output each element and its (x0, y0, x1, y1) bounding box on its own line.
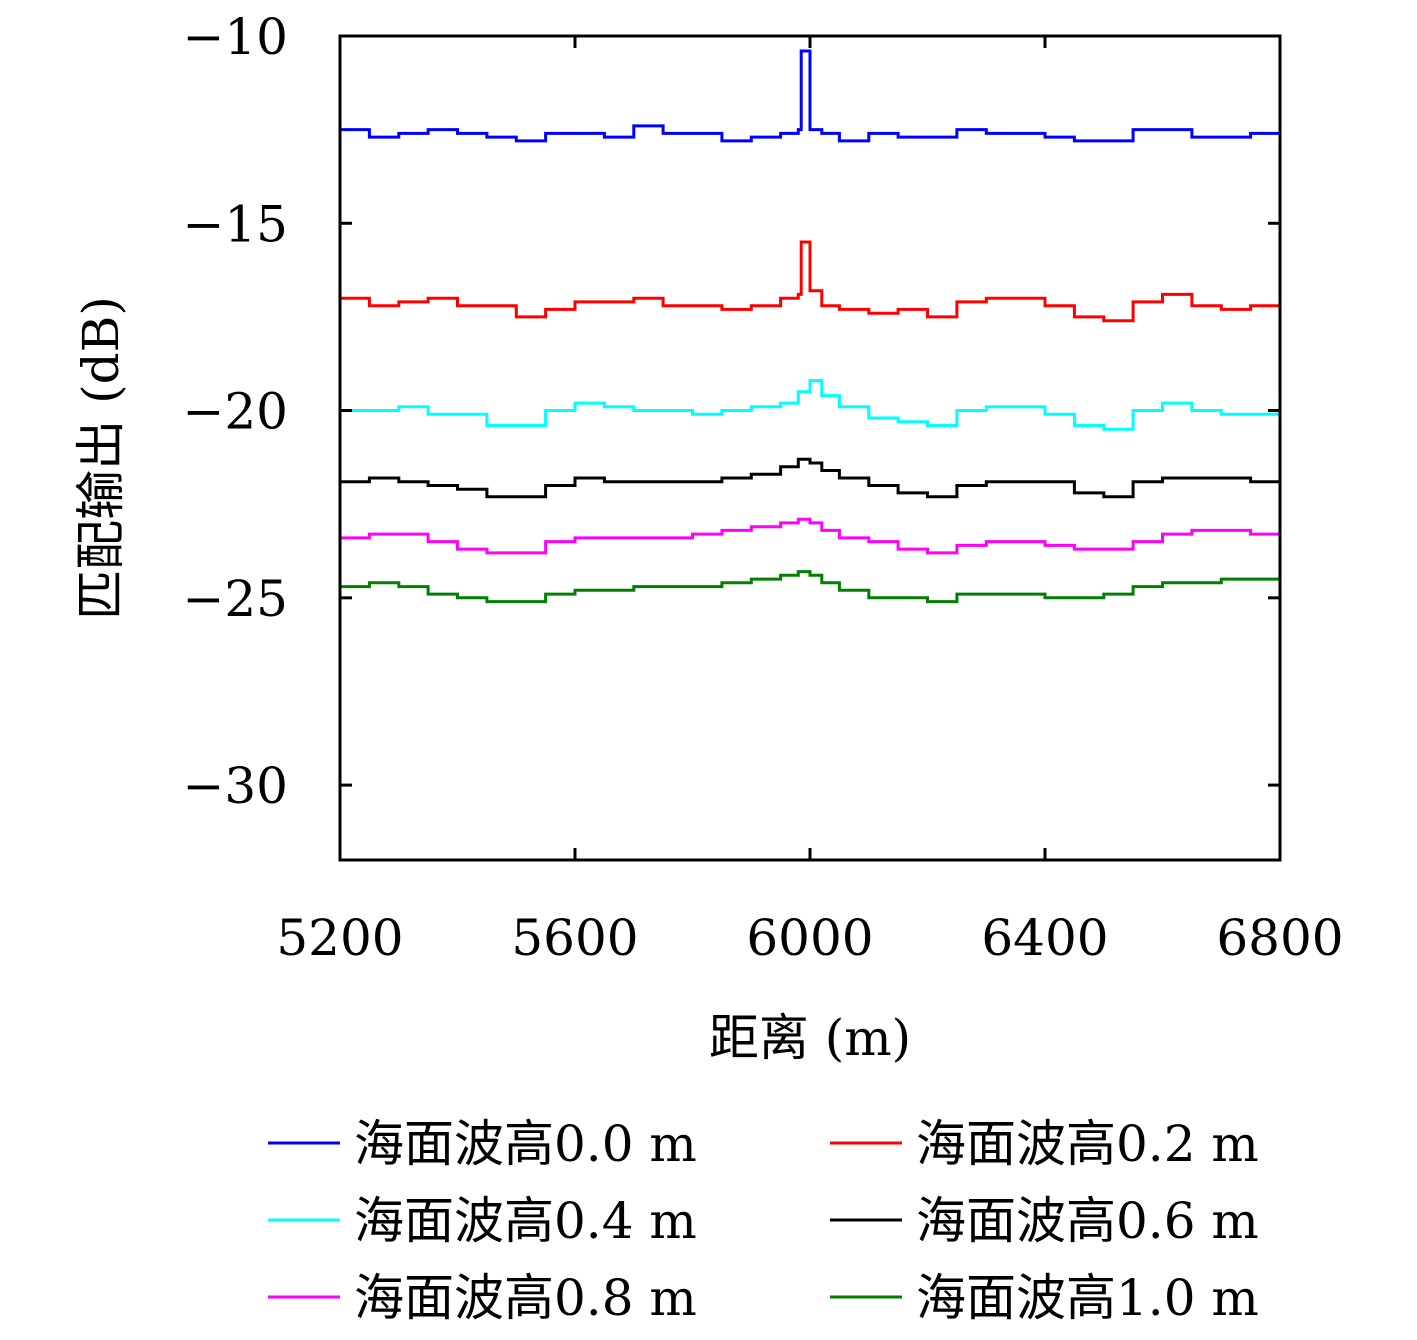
plot-frame (338, 34, 1282, 862)
series-line-5 (340, 570, 1282, 604)
legend-label: 海面波高0.4 m (354, 1192, 697, 1250)
series-line-2 (340, 379, 1282, 431)
y-axis-title: 匹配输出 (dB) (72, 296, 130, 620)
x-tick-label: 6000 (746, 909, 873, 967)
series-line-4 (340, 517, 1282, 555)
tick-layer (338, 34, 1282, 860)
series-line-0 (340, 49, 1280, 143)
legend-label: 海面波高0.6 m (916, 1192, 1259, 1250)
plot-area (338, 34, 1282, 862)
y-tick-label: −25 (182, 570, 288, 628)
legend-label: 海面波高0.0 m (354, 1115, 697, 1173)
y-tick-label: −15 (182, 195, 288, 253)
x-tick-label: 5200 (276, 909, 403, 967)
legend-label: 海面波高0.8 m (354, 1269, 697, 1327)
x-axis-title: 距离 (m) (709, 1009, 911, 1067)
y-tick-label: −10 (182, 8, 288, 66)
legend-label: 海面波高0.2 m (916, 1115, 1259, 1173)
x-tick-label: 6800 (1216, 909, 1343, 967)
y-tick-label: −20 (182, 383, 288, 441)
series-line-3 (340, 457, 1282, 499)
legend-label: 海面波高1.0 m (916, 1269, 1259, 1327)
series-layer (340, 49, 1282, 604)
legend: 海面波高0.0 m 海面波高0.2 m 海面波高0.4 m 海面波高0.6 m 海面波高… (268, 1115, 1259, 1327)
series-line-1 (340, 240, 1280, 323)
y-tick-label: −30 (182, 757, 288, 815)
x-tick-label: 6400 (981, 909, 1108, 967)
x-tick-label: 5600 (511, 909, 638, 967)
